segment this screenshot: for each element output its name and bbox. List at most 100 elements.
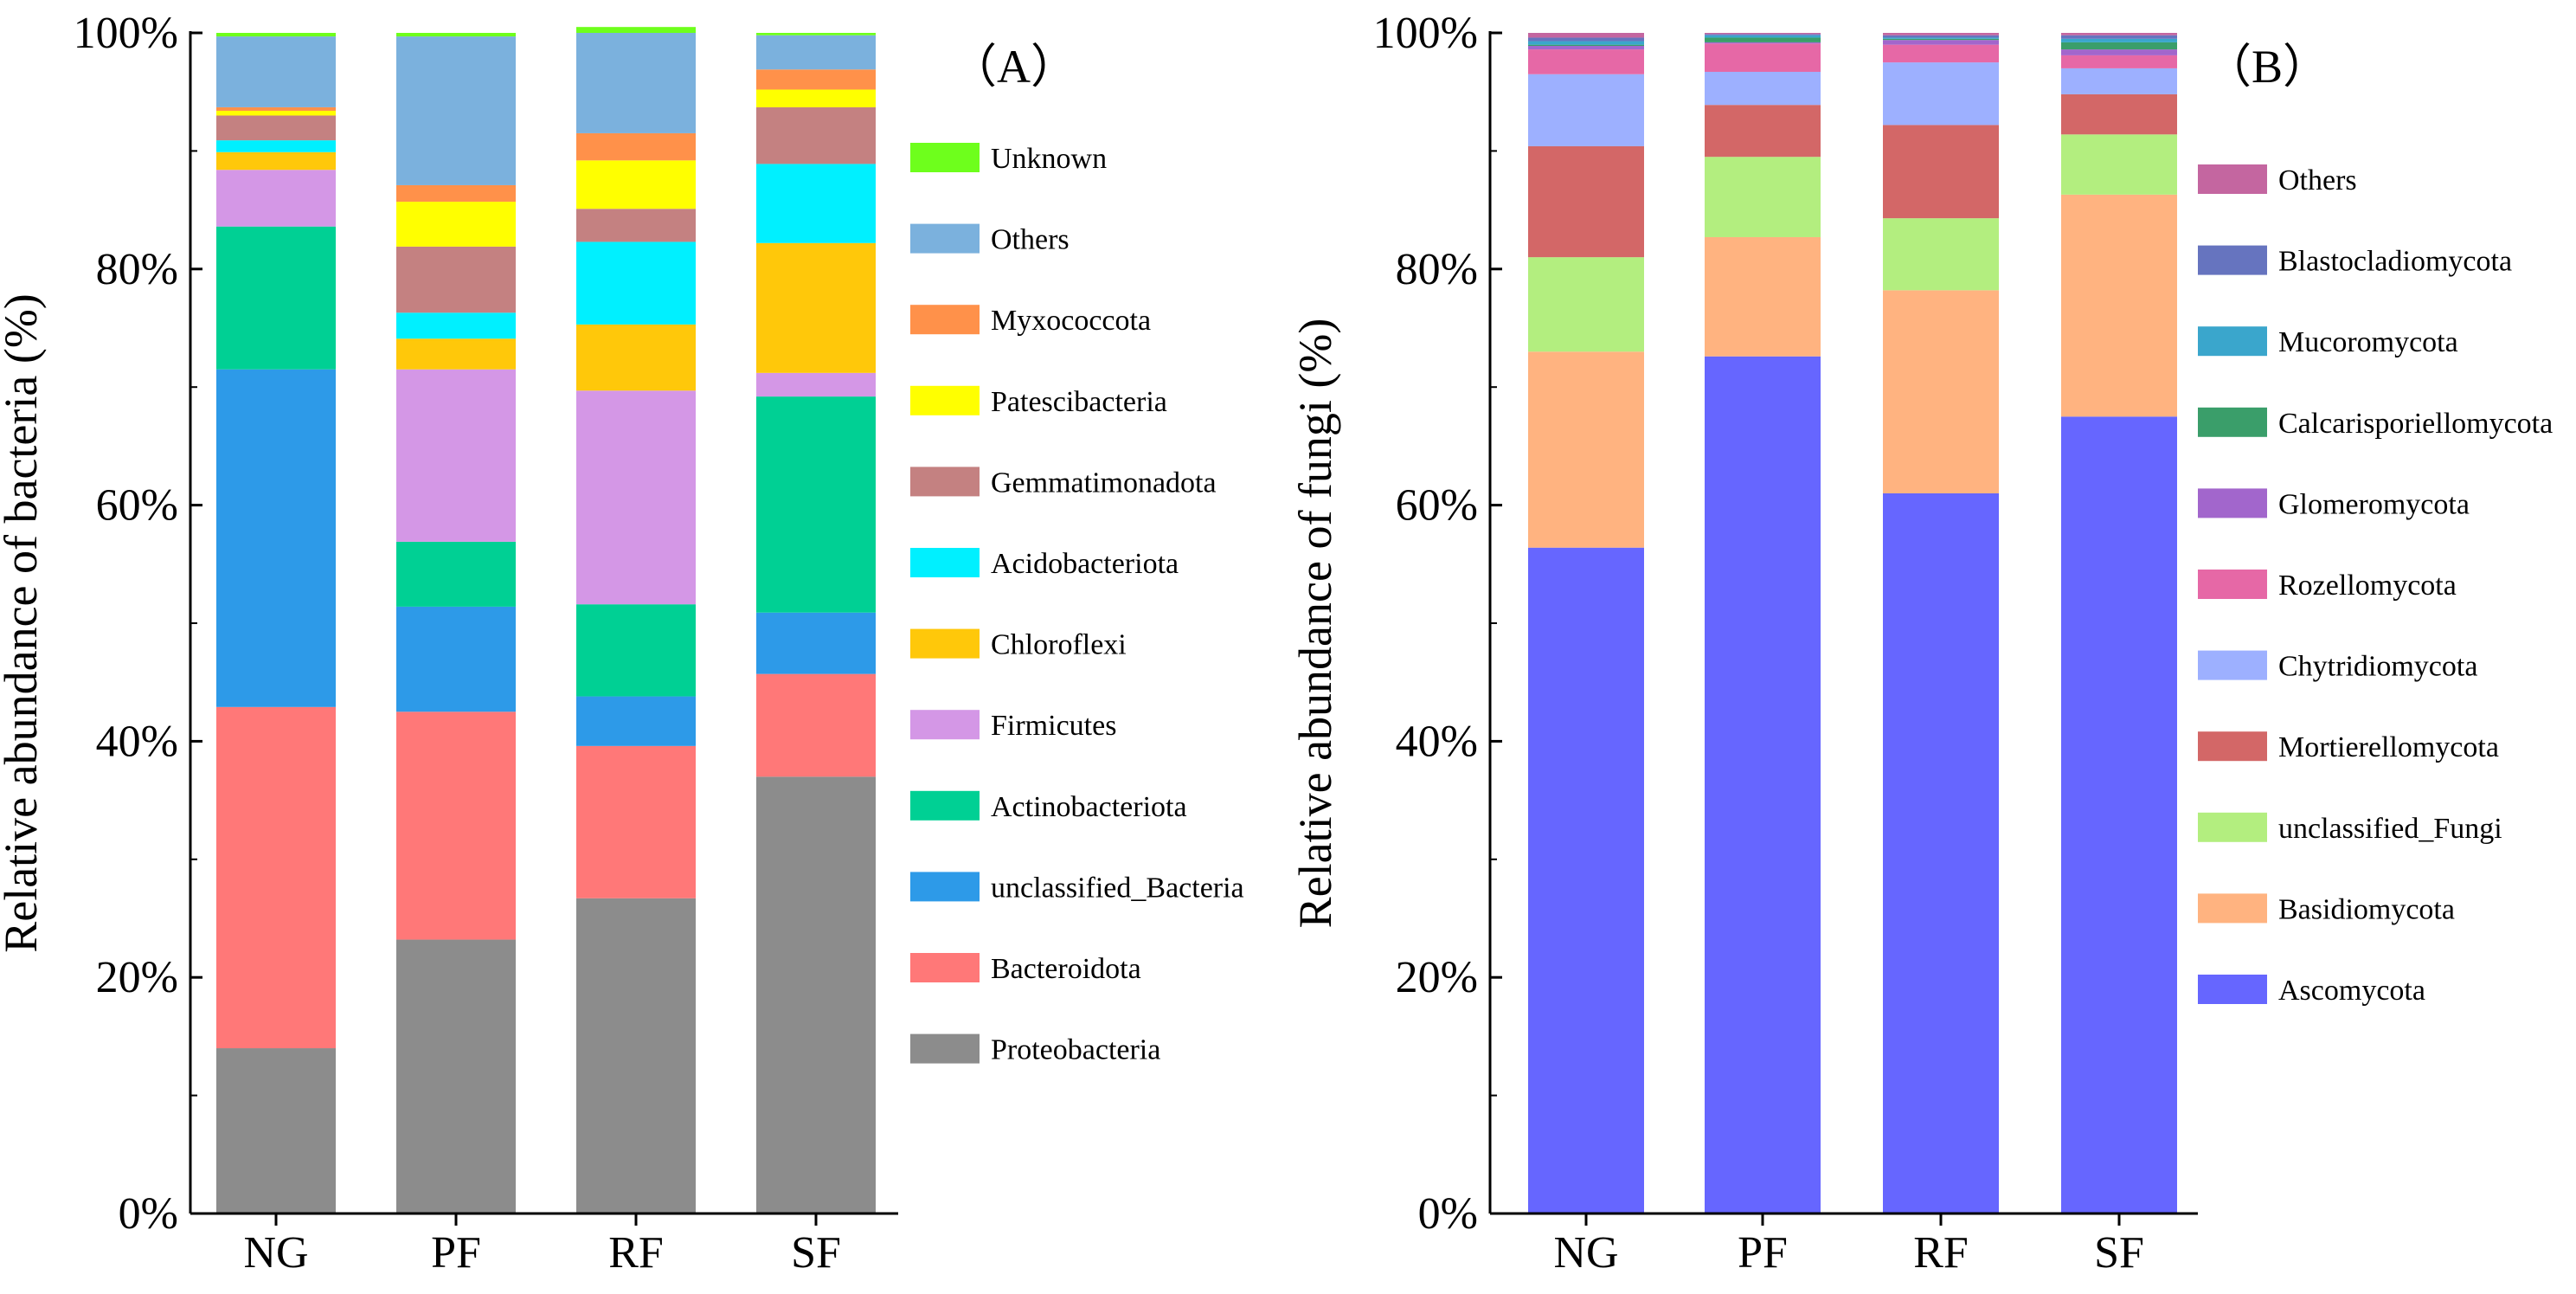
bar-segment-sf-others [2061, 33, 2177, 35]
y-tick-label: 0% [119, 1189, 178, 1239]
bar-segment-rf-blastocladiomycota [1883, 35, 1999, 38]
legend-swatch [2198, 570, 2267, 599]
legend-label: Unknown [991, 143, 1107, 175]
bar-segment-pf-others [396, 36, 516, 185]
x-tick-label: PF [431, 1228, 481, 1278]
legend-item: Patescibacteria [910, 385, 1167, 418]
bar-segment-rf-firmicutes [576, 390, 696, 605]
bar-segment-sf-rozellomycota [2061, 55, 2177, 68]
y-tick-label: 80% [96, 245, 178, 294]
y-tick-label: 0% [1418, 1189, 1478, 1239]
legend-label: Acidobacteriota [991, 548, 1179, 580]
bar-segment-ng-unclassified-fungi [1528, 257, 1644, 352]
bar-segment-sf-bacteroidota [756, 673, 876, 777]
bar-segment-sf-others [756, 35, 876, 70]
bar-segment-pf-basidiomycota [1705, 236, 1821, 357]
bar-segment-ng-unknown [216, 33, 336, 37]
bar-segment-rf-unclassified-bacteria [576, 696, 696, 746]
bar-segment-pf-acidobacteriota [396, 312, 516, 339]
bar-segment-pf-actinobacteriota [396, 541, 516, 607]
legend-label: Glomeromycota [2278, 488, 2470, 520]
bar-segment-ng-unclassified-bacteria [216, 369, 336, 707]
bar-segment-pf-glomeromycota [1705, 42, 1821, 44]
panel-label: （A） [950, 41, 1077, 93]
legend-swatch [910, 710, 980, 740]
y-axis-title: Relative abundance of fungi (%) [1289, 319, 1341, 929]
bar-segment-sf-ascomycota [2061, 416, 2177, 1214]
legend-swatch [2198, 164, 2267, 194]
bar-segment-pf-mortierellomycota [1705, 105, 1821, 158]
legend-item: Ascomycota [2198, 975, 2425, 1007]
bar-segment-sf-basidiomycota [2061, 194, 2177, 417]
legend-swatch [2198, 893, 2267, 924]
x-tick-label: RF [608, 1228, 664, 1278]
y-tick-label: 20% [96, 953, 178, 1002]
bar-segment-sf-proteobacteria [756, 776, 876, 1214]
legend-label: Ascomycota [2278, 975, 2425, 1007]
legend-item: unclassified_Fungi [2198, 812, 2502, 845]
legend-label: Chytridiomycota [2278, 651, 2477, 683]
bar-segment-pf-calcarisporiellomycota [1705, 37, 1821, 42]
bar-segment-ng-actinobacteriota [216, 226, 336, 370]
legend-label: unclassified_Bacteria [991, 872, 1244, 904]
legend-label: Gemmatimonadota [991, 467, 1217, 499]
bar-segment-rf-gemmatimonadota [576, 209, 696, 242]
bar-segment-rf-rozellomycota [1883, 44, 1999, 63]
bar-segment-ng-basidiomycota [1528, 351, 1644, 548]
bar-segment-pf-chytridiomycota [1705, 72, 1821, 106]
legend-swatch [910, 467, 980, 497]
legend-label: Rozellomycota [2278, 570, 2457, 602]
bar-segment-rf-mortierellomycota [1883, 125, 1999, 219]
legend-swatch [2198, 245, 2267, 275]
legend-swatch [2198, 731, 2267, 762]
bar-segment-ng-patescibacteria [216, 111, 336, 116]
bar-segment-sf-acidobacteriota [756, 164, 876, 243]
x-tick-label: NG [243, 1228, 308, 1278]
bar-segment-ng-chytridiomycota [1528, 74, 1644, 146]
bar-segment-rf-unclassified-fungi [1883, 218, 1999, 291]
legend-label: Others [991, 224, 1070, 256]
bar-segment-ng-mucoromycota [1528, 41, 1644, 45]
bar-segment-rf-calcarisporiellomycota [1883, 38, 1999, 41]
bar-segment-sf-myxococcota [756, 69, 876, 90]
bar-segment-pf-mucoromycota [1705, 35, 1821, 38]
bar-segment-rf-chloroflexi [576, 324, 696, 391]
bar-segment-ng-calcarisporiellomycota [1528, 44, 1644, 47]
y-tick-label: 20% [1396, 953, 1478, 1002]
bar-segment-sf-firmicutes [756, 372, 876, 397]
legend-swatch [910, 305, 980, 335]
bar-segment-pf-others [1705, 33, 1821, 35]
bar-segment-sf-actinobacteriota [756, 396, 876, 613]
legend-swatch [910, 223, 980, 254]
bar-segment-rf-glomeromycota [1883, 40, 1999, 45]
bar-segment-sf-chloroflexi [756, 242, 876, 373]
bar-segment-sf-glomeromycota [2061, 49, 2177, 55]
bar-segment-rf-myxococcota [576, 132, 696, 161]
bar-segment-ng-myxococcota [216, 106, 336, 112]
bar-segment-sf-mortierellomycota [2061, 93, 2177, 135]
legend-item: Calcarisporiellomycota [2198, 407, 2553, 440]
bar-segment-ng-acidobacteriota [216, 140, 336, 152]
y-tick-label: 60% [1396, 481, 1478, 531]
legend-swatch [910, 548, 980, 577]
legend-swatch [910, 872, 980, 902]
legend-swatch [2198, 812, 2267, 842]
bar-segment-sf-blastocladiomycota [2061, 35, 2177, 39]
legend-item: Bacteroidota [910, 953, 1141, 985]
legend-item: Mucoromycota [2198, 326, 2458, 358]
legend-label: unclassified_Fungi [2278, 813, 2502, 845]
legend-item: Gemmatimonadota [910, 467, 1217, 499]
legend-swatch [910, 385, 980, 415]
legend-item: Blastocladiomycota [2198, 245, 2512, 278]
bar-segment-sf-mucoromycota [2061, 38, 2177, 42]
bar-segment-rf-ascomycota [1883, 492, 1999, 1214]
bar-segment-ng-others [216, 36, 336, 107]
bar-segment-ng-chloroflexi [216, 151, 336, 171]
bar-segment-rf-others [1883, 33, 1999, 35]
bar-segment-rf-others [576, 33, 696, 133]
panel-fungi: 0% 20% 40% 60% 80% 100% NG PF RF SF Relative abund… [1289, 9, 2553, 1278]
legend-item: Chytridiomycota [2198, 650, 2477, 683]
legend-item: Chloroflexi [910, 628, 1127, 661]
